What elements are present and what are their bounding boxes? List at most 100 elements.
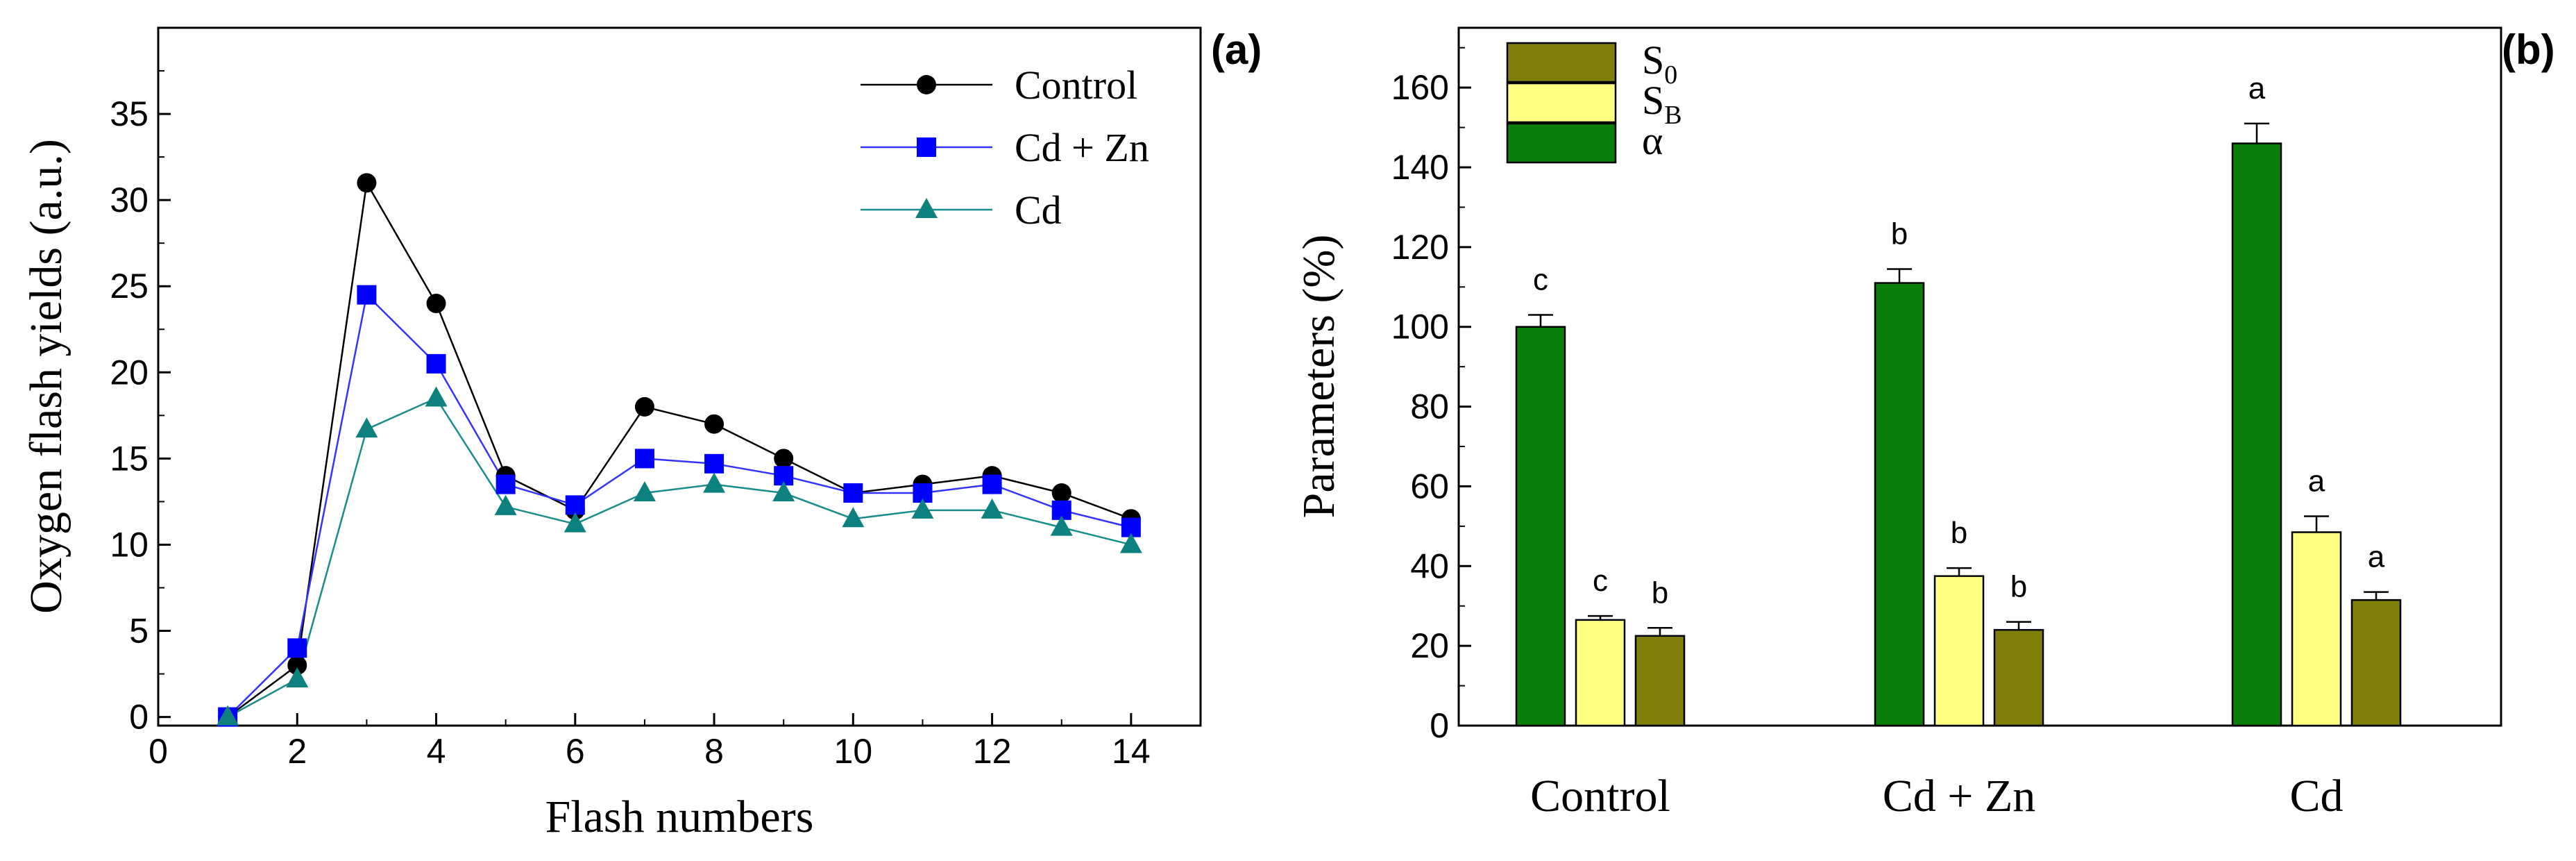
bar- <box>2231 142 2282 727</box>
data-point-cd <box>772 481 795 501</box>
data-point-cd-zn <box>426 353 446 374</box>
series-line-control <box>227 180 1132 718</box>
data-point-control <box>287 655 307 676</box>
x-tick-label: 12 <box>973 732 1012 771</box>
y-tick-label: 0 <box>129 698 149 737</box>
bar-s0 <box>2350 599 2402 727</box>
significance-letter-sb: c <box>1593 564 1608 598</box>
panel-a-series-lines <box>227 180 1132 718</box>
legend-swatch <box>1506 82 1617 124</box>
panel-a-plot-frame <box>157 26 1202 727</box>
significance-letter-sb: b <box>1951 516 1967 550</box>
legend-swatch <box>1506 42 1617 83</box>
bar-sb <box>1575 619 1626 727</box>
legend-swatch <box>1506 122 1617 164</box>
data-point-control <box>1051 483 1071 503</box>
x-tick-label: 8 <box>704 732 724 771</box>
series-line-cd <box>227 396 1132 718</box>
x-tick-label: 0 <box>149 732 168 771</box>
panel-b-bars: c c b b b b a a a <box>1515 72 2402 727</box>
data-point-control <box>634 396 654 417</box>
significance-letter-: a <box>2248 72 2266 106</box>
y-tick-label: 10 <box>110 525 149 564</box>
legend-marker-cd <box>915 198 938 218</box>
series-line-cd-zn <box>227 293 1132 718</box>
data-point-cd-zn <box>843 483 863 503</box>
category-label: Control <box>1530 771 1670 821</box>
significance-letter-s0: a <box>2368 540 2385 574</box>
data-point-cd <box>425 386 448 407</box>
y-tick-label: 35 <box>110 94 149 133</box>
data-point-cd-zn <box>634 449 654 469</box>
x-tick-label: 2 <box>287 732 307 771</box>
bar-sb <box>1933 575 1985 727</box>
panel-a-x-axis-title: Flash numbers <box>545 792 814 842</box>
data-point-cd <box>494 494 517 515</box>
data-point-cd <box>633 481 656 501</box>
panel-a-axis-ticks: 0 2 4 6 8 10 12 14 0 5 10 15 20 25 30 35 <box>110 70 1201 771</box>
data-point-control <box>357 173 377 193</box>
y-tick-label: 140 <box>1391 148 1449 187</box>
legend-label: SB <box>1642 78 1682 130</box>
data-point-cd-zn <box>565 495 585 515</box>
data-point-cd-zn <box>495 474 516 494</box>
panel-b-label: (b) <box>2502 26 2555 73</box>
panel-a-line-chart: 0 2 4 6 8 10 12 14 0 5 10 15 20 25 30 35 Control Cd + Zn… <box>21 26 1262 842</box>
panel-b-y-axis-title: Parameters (%) <box>1294 235 1344 519</box>
panel-a-legend: Control Cd + Zn Cd <box>861 62 1149 233</box>
data-point-cd <box>217 705 239 726</box>
significance-letter-: c <box>1533 262 1548 296</box>
x-tick-label: 10 <box>834 732 873 771</box>
y-tick-label: 0 <box>1430 706 1449 745</box>
data-point-control <box>774 449 794 469</box>
legend-label-cd: Cd <box>1015 187 1062 233</box>
data-point-cd-zn <box>357 285 377 305</box>
data-point-cd <box>842 507 865 528</box>
data-point-cd-zn <box>982 474 1002 494</box>
data-point-cd <box>911 498 934 519</box>
data-point-control <box>426 294 446 314</box>
x-tick-label: 4 <box>427 732 446 771</box>
y-tick-label: 15 <box>110 439 149 478</box>
x-tick-label: 14 <box>1112 732 1151 771</box>
y-tick-label: 20 <box>110 353 149 392</box>
panel-a-label: (a) <box>1211 26 1262 73</box>
y-tick-label: 20 <box>1410 626 1449 665</box>
data-point-cd <box>355 417 378 438</box>
y-tick-label: 40 <box>1410 546 1449 585</box>
y-tick-label: 120 <box>1391 228 1449 267</box>
legend-label-cd-zn: Cd + Zn <box>1015 125 1149 170</box>
panel-a-y-axis-title: Oxygen flash yields (a.u.) <box>21 139 71 614</box>
data-point-cd <box>981 498 1003 519</box>
significance-letter-s0: b <box>1652 576 1668 610</box>
category-label: Cd + Zn <box>1883 771 2036 821</box>
legend-marker-cd-zn <box>917 137 936 157</box>
y-tick-label: 5 <box>129 612 149 651</box>
significance-letter-: b <box>1891 217 1908 251</box>
data-point-cd-zn <box>704 453 724 474</box>
panel-b-axis-ticks: 0 20 40 60 80 100 120 140 160 <box>1391 47 1471 745</box>
data-point-cd-zn <box>287 638 307 658</box>
significance-letter-sb: a <box>2308 465 2325 499</box>
bar-s0 <box>1993 628 2044 727</box>
data-point-control <box>704 414 724 434</box>
panel-a-series-markers <box>217 173 1142 727</box>
bar-sb <box>2291 531 2342 727</box>
data-point-cd <box>564 512 586 533</box>
data-point-cd <box>1050 515 1073 536</box>
y-tick-label: 100 <box>1391 308 1449 346</box>
bar- <box>1515 326 1566 727</box>
x-tick-label: 6 <box>566 732 585 771</box>
legend-label: S0 <box>1642 37 1677 90</box>
significance-letter-s0: b <box>2010 570 2027 604</box>
y-tick-label: 60 <box>1410 467 1449 505</box>
y-tick-label: 30 <box>110 181 149 219</box>
legend-label: α <box>1642 118 1663 163</box>
y-tick-label: 25 <box>110 267 149 306</box>
legend-label-control: Control <box>1015 62 1137 108</box>
bar-s0 <box>1634 635 1686 727</box>
category-label: Cd <box>2289 771 2343 821</box>
data-point-cd <box>286 667 309 687</box>
